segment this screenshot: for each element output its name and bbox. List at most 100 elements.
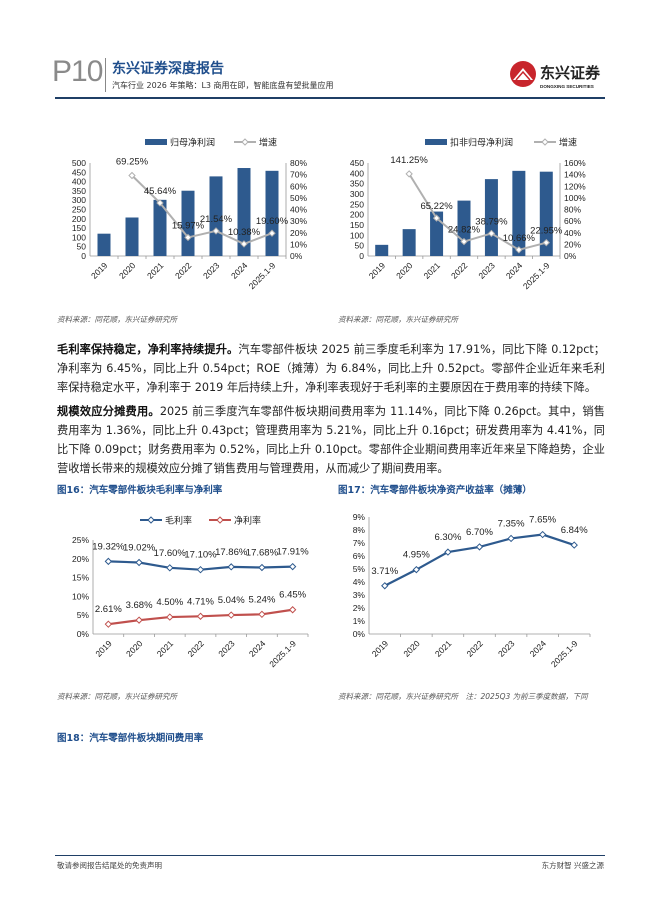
y-tick-label: 350 bbox=[72, 186, 86, 196]
data-point-marker bbox=[258, 610, 266, 619]
data-point-marker bbox=[135, 558, 143, 567]
y-tick-label: 400 bbox=[72, 177, 86, 187]
y-tick-label: 7% bbox=[353, 538, 366, 548]
y2-tick-label: 20% bbox=[290, 228, 307, 238]
x-tick-label: 2025.1-9 bbox=[247, 260, 278, 291]
data-label: 69.25% bbox=[116, 156, 149, 167]
x-tick-label: 2024 bbox=[229, 260, 250, 281]
y-tick-label: 100 bbox=[72, 232, 86, 242]
data-point-marker bbox=[128, 171, 136, 180]
x-tick-label: 2021 bbox=[155, 638, 176, 659]
data-label: 15.97% bbox=[172, 220, 205, 231]
y-tick-label: 10% bbox=[72, 591, 89, 601]
y-tick-label: 0 bbox=[359, 251, 364, 261]
legend-marker bbox=[147, 516, 155, 524]
legend-marker bbox=[541, 138, 549, 146]
data-label: 19.02% bbox=[123, 542, 156, 553]
series-line bbox=[408, 173, 547, 251]
source-note: 资料来源：同花顺，东兴证券研究所 注：2025Q3 为前三季度数据，下同 bbox=[338, 692, 588, 701]
data-label: 17.91% bbox=[277, 547, 310, 558]
data-label: 3.71% bbox=[371, 566, 398, 577]
y-tick-label: 50 bbox=[355, 241, 365, 251]
data-label: 19.32% bbox=[92, 541, 125, 552]
data-point-marker bbox=[184, 233, 192, 242]
x-tick-label: 2021 bbox=[433, 638, 454, 659]
bar bbox=[237, 168, 251, 256]
data-label: 4.50% bbox=[156, 597, 183, 608]
header-rule bbox=[55, 97, 605, 99]
legend-label: 增速 bbox=[259, 137, 277, 148]
data-label: 65.22% bbox=[420, 201, 453, 212]
y2-tick-label: 70% bbox=[290, 170, 307, 180]
bar bbox=[181, 190, 195, 256]
data-label: 5.04% bbox=[218, 595, 245, 606]
x-tick-label: 2019 bbox=[89, 260, 110, 281]
y2-tick-label: 0% bbox=[290, 251, 303, 261]
data-label: 6.45% bbox=[279, 590, 306, 601]
y-tick-label: 200 bbox=[350, 210, 364, 220]
bar bbox=[430, 211, 444, 256]
x-tick-label: 2021 bbox=[422, 260, 443, 281]
header-divider bbox=[105, 58, 106, 92]
data-point-marker bbox=[212, 227, 220, 235]
paragraph-margin: 毛利率保持稳定，净利率持续提升。汽车零部件板块 2025 前三季度毛利率为 17… bbox=[57, 340, 605, 397]
legend-marker bbox=[216, 516, 224, 524]
x-tick-label: 2019 bbox=[93, 638, 114, 659]
x-tick-label: 2025.1-9 bbox=[521, 260, 552, 291]
legend-label: 归母净利润 bbox=[170, 137, 215, 148]
footer-slogan: 东方财智 兴盛之源 bbox=[541, 861, 604, 870]
bar bbox=[125, 217, 139, 256]
paragraph-body: 汽车零部件板块 2025 前三季度毛利率为 17.91%，同比下降 0.12pc… bbox=[57, 343, 605, 394]
data-point-marker bbox=[227, 563, 235, 571]
y-tick-label: 2% bbox=[353, 603, 366, 613]
bar bbox=[512, 170, 526, 256]
y2-tick-label: 60% bbox=[564, 216, 581, 226]
y-tick-label: 0 bbox=[81, 251, 86, 261]
data-point-marker bbox=[475, 543, 484, 551]
y-tick-label: 6% bbox=[353, 551, 366, 561]
data-label: 24.82% bbox=[448, 225, 481, 236]
data-point-marker bbox=[487, 229, 496, 238]
data-label: 22.95% bbox=[530, 226, 563, 237]
data-point-marker bbox=[135, 616, 143, 624]
legend-label: 净利率 bbox=[234, 515, 261, 526]
legend-label: 扣非归母净利润 bbox=[450, 137, 513, 148]
x-tick-label: 2020 bbox=[124, 638, 145, 659]
bar bbox=[375, 244, 389, 256]
report-subtitle: 汽车行业 2026 年策略：L3 商用在即，智能底盘有望批量应用 bbox=[112, 81, 334, 90]
data-label: 19.60% bbox=[256, 216, 289, 227]
bar bbox=[265, 170, 279, 256]
footer-disclaimer: 敬请参阅报告结尾处的免责声明 bbox=[57, 861, 162, 870]
x-tick-label: 2024 bbox=[247, 638, 268, 659]
y2-tick-label: 60% bbox=[290, 181, 307, 191]
y2-tick-label: 10% bbox=[290, 239, 307, 249]
data-point-marker bbox=[288, 562, 297, 571]
figure-18-title: 图18：汽车零部件板块期间费用率 bbox=[57, 733, 204, 744]
data-point-marker bbox=[538, 530, 547, 539]
paragraph-lead: 毛利率保持稳定，净利率持续提升。 bbox=[57, 343, 239, 356]
data-label: 4.95% bbox=[403, 550, 430, 561]
data-point-marker bbox=[268, 229, 276, 237]
bar bbox=[457, 200, 471, 256]
legend-marker bbox=[241, 138, 249, 146]
data-label: 17.68% bbox=[246, 548, 279, 559]
y2-tick-label: 100% bbox=[564, 193, 586, 203]
chart-margins: 0% 5% 10% 15% 20% 25% 2019 2020 2021 2022 2023 2024… bbox=[72, 515, 310, 670]
y2-tick-label: 40% bbox=[564, 228, 581, 238]
y2-tick-label: 40% bbox=[290, 205, 307, 215]
x-tick-label: 2019 bbox=[370, 638, 391, 659]
y-tick-label: 100 bbox=[350, 230, 364, 240]
figure-17-title: 图17：汽车零部件板块净资产收益率（摊薄） bbox=[338, 485, 532, 496]
source-note: 资料来源：同花顺，东兴证券研究所 bbox=[57, 692, 177, 701]
data-point-marker bbox=[412, 565, 421, 574]
x-tick-label: 2025.1-9 bbox=[267, 638, 298, 669]
y2-tick-label: 0% bbox=[564, 251, 577, 261]
data-label: 17.86% bbox=[215, 547, 248, 558]
data-point-marker bbox=[405, 170, 413, 178]
y-tick-label: 450 bbox=[72, 167, 86, 177]
x-tick-label: 2024 bbox=[504, 260, 525, 281]
svg-text:东兴证券: 东兴证券 bbox=[540, 64, 601, 82]
source-note: 资料来源：同花顺，东兴证券研究所 bbox=[338, 315, 458, 324]
data-point-marker bbox=[444, 548, 452, 556]
